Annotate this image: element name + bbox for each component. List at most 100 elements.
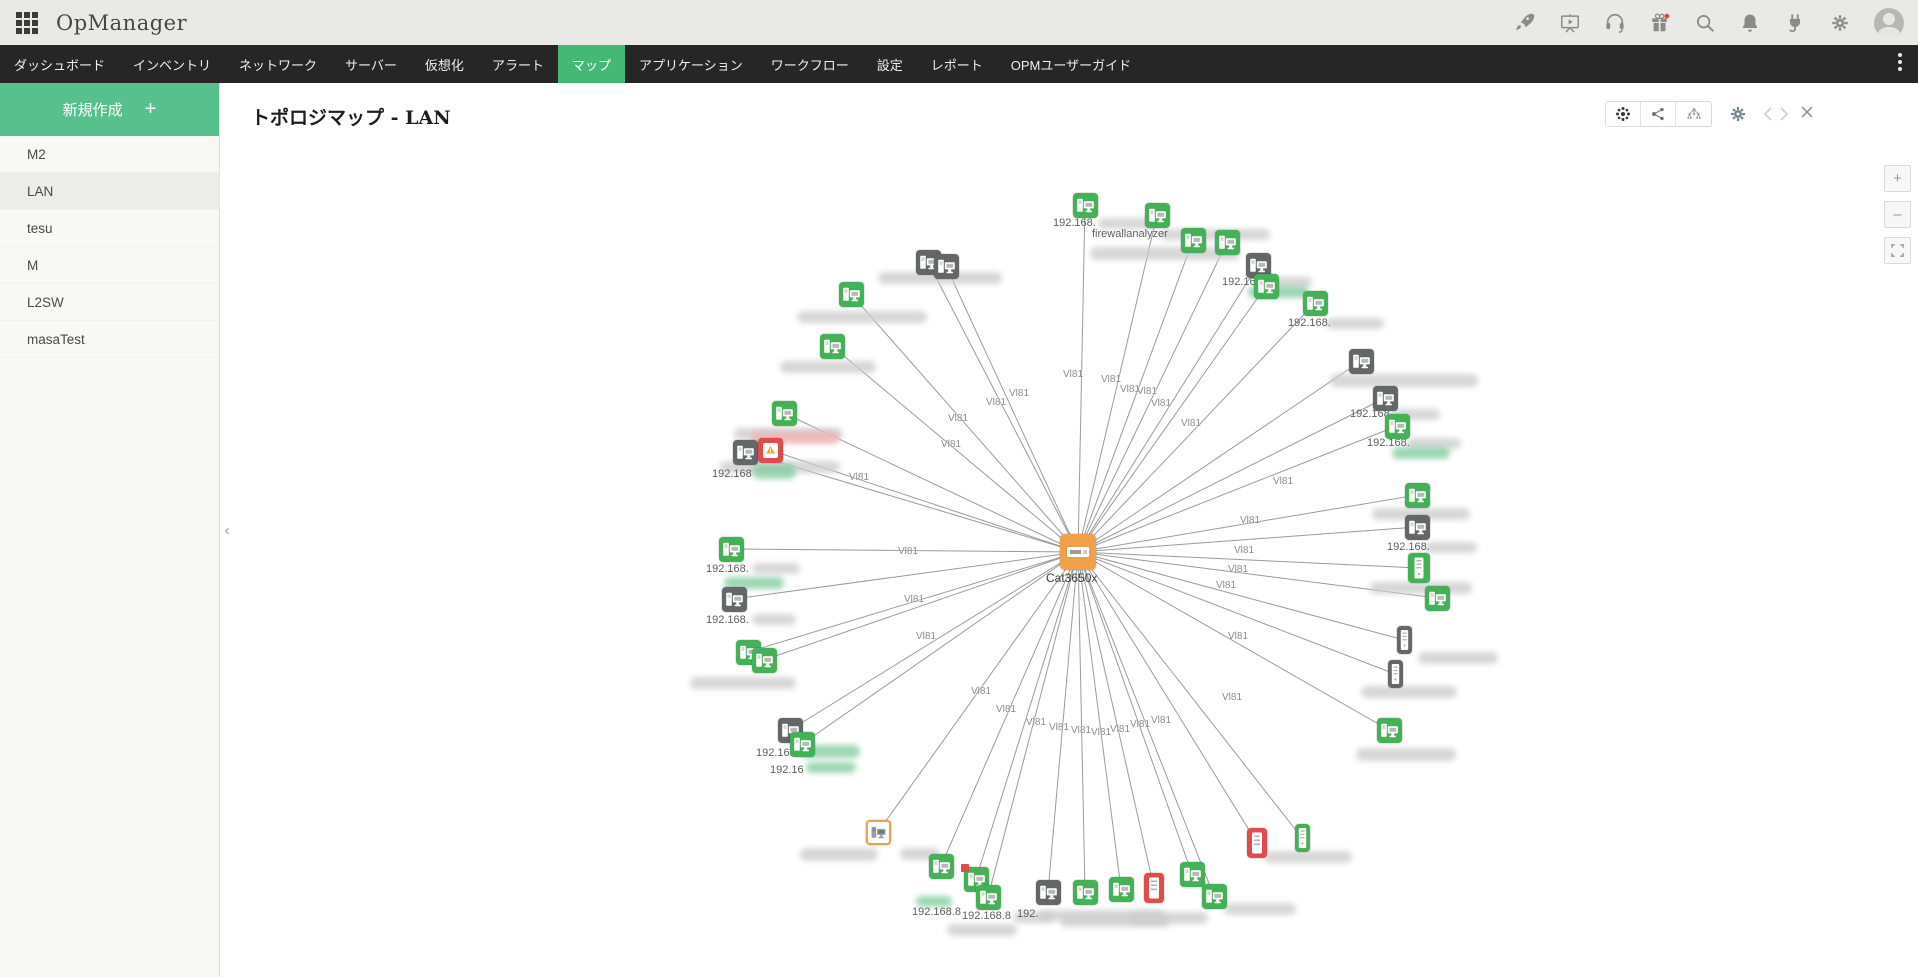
nav-tab-アラート[interactable]: アラート (491, 57, 544, 73)
device-node[interactable] (1408, 553, 1430, 583)
device-node[interactable] (1247, 828, 1267, 858)
device-node[interactable] (1179, 861, 1205, 887)
app-launcher-icon[interactable] (16, 11, 38, 34)
sidebar-map-item-L2SW[interactable]: L2SW (0, 284, 219, 321)
device-node[interactable] (1245, 252, 1271, 278)
sidebar-map-item-M[interactable]: M (0, 247, 219, 284)
sidebar-map-item-masaTest[interactable]: masaTest (0, 321, 219, 358)
device-node[interactable] (1180, 227, 1206, 253)
nav-tab-レポート[interactable]: レポート (930, 57, 983, 73)
device-node[interactable] (838, 281, 864, 307)
fit-screen-button[interactable] (1884, 237, 1911, 264)
device-node[interactable] (1108, 876, 1134, 902)
device-node[interactable] (1404, 482, 1430, 508)
bell-icon[interactable] (1739, 12, 1761, 34)
link-label: Vl81 (1228, 564, 1249, 575)
redacted-label (724, 577, 784, 589)
sidebar-map-item-tesu[interactable]: tesu (0, 210, 219, 247)
device-node[interactable] (1372, 385, 1398, 411)
link-label: Vl81 (1049, 722, 1070, 733)
redacted-label (916, 896, 952, 907)
nav-tab-ダッシュボード[interactable]: ダッシュボード (14, 57, 106, 73)
device-node[interactable] (1404, 514, 1430, 540)
device-node[interactable] (1072, 879, 1098, 905)
device-node[interactable] (721, 586, 747, 612)
device-node[interactable] (1424, 585, 1450, 611)
nav-tab-ネットワーク[interactable]: ネットワーク (239, 57, 318, 73)
device-node[interactable] (757, 437, 783, 463)
headset-icon[interactable] (1604, 12, 1626, 34)
close-map-icon[interactable] (1800, 105, 1814, 124)
link-label: Vl81 (986, 397, 1007, 408)
nav-tab-OPMユーザーガイド[interactable]: OPMユーザーガイド (1010, 57, 1132, 73)
link-label: Vl81 (941, 439, 962, 450)
redacted-label (1361, 686, 1457, 698)
nav-tab-設定[interactable]: 設定 (876, 57, 903, 73)
sidebar-map-item-LAN[interactable]: LAN (0, 173, 219, 210)
redacted-label (1370, 582, 1472, 594)
zoom-out-button[interactable]: – (1884, 201, 1911, 228)
sidebar-map-item-M2[interactable]: M2 (0, 136, 219, 173)
device-node[interactable] (771, 400, 797, 426)
nav-tab-サーバー[interactable]: サーバー (345, 57, 397, 73)
create-map-label: 新規作成 (62, 102, 123, 119)
gift-icon[interactable] (1649, 12, 1671, 34)
central-switch-node[interactable] (1060, 534, 1096, 570)
nav-tab-インベントリ[interactable]: インベントリ (133, 57, 212, 73)
create-map-button[interactable]: 新規作成 + (0, 83, 219, 136)
presentation-icon[interactable] (1559, 12, 1581, 34)
device-node[interactable] (1396, 626, 1412, 654)
device-node[interactable] (1214, 229, 1240, 255)
nav-tab-マップ[interactable]: マップ (557, 45, 625, 83)
device-node[interactable] (1348, 348, 1374, 374)
hierarchical-layout-icon[interactable] (1676, 102, 1711, 126)
map-settings-gear-icon[interactable] (1728, 104, 1748, 124)
link-label: Vl81 (849, 472, 870, 483)
force-directed-layout-icon[interactable] (1641, 102, 1676, 126)
device-node[interactable] (1376, 717, 1402, 743)
device-node[interactable] (1302, 290, 1328, 316)
search-icon[interactable] (1694, 12, 1716, 34)
device-node[interactable] (1072, 192, 1098, 218)
device-ip-label: 192. (1017, 908, 1039, 920)
plug-icon[interactable] (1784, 12, 1806, 34)
redacted-label (1372, 508, 1470, 520)
nav-tab-ワークフロー[interactable]: ワークフロー (770, 57, 849, 73)
user-avatar[interactable] (1874, 7, 1904, 38)
device-node[interactable] (718, 536, 744, 562)
zoom-in-button[interactable]: + (1884, 165, 1911, 192)
device-ip-label: 192.168.8 (962, 910, 1011, 922)
redacted-label (806, 762, 856, 773)
device-node[interactable] (1201, 883, 1227, 909)
redacted-label (752, 464, 796, 479)
device-node[interactable] (1253, 273, 1279, 299)
rocket-icon[interactable] (1514, 12, 1536, 34)
gear-icon[interactable] (1829, 12, 1851, 34)
chevron-left-icon[interactable] (1762, 106, 1774, 122)
device-node[interactable] (1144, 202, 1170, 228)
sidebar-collapse-icon[interactable]: ‹ (224, 521, 230, 539)
redacted-label (1390, 409, 1440, 420)
device-node[interactable] (1144, 873, 1164, 903)
device-node[interactable] (1294, 824, 1310, 852)
device-node[interactable] (933, 253, 959, 279)
device-node[interactable] (819, 333, 845, 359)
nav-tab-仮想化[interactable]: 仮想化 (424, 57, 464, 73)
device-node[interactable] (751, 647, 777, 673)
device-node[interactable] (865, 819, 891, 845)
nav-tab-アプリケーション[interactable]: アプリケーション (638, 57, 743, 73)
device-ip-label: 192.168. (1367, 437, 1410, 449)
device-node[interactable] (928, 853, 954, 879)
device-node[interactable] (975, 884, 1001, 910)
device-node[interactable] (789, 731, 815, 757)
link-label: Vl81 (1101, 374, 1122, 385)
zoom-controls: + – (1884, 165, 1911, 264)
device-node[interactable] (1387, 660, 1403, 688)
chevron-right-icon[interactable] (1778, 106, 1790, 122)
device-node[interactable] (732, 439, 758, 465)
device-node[interactable] (1035, 879, 1061, 905)
radial-layout-icon[interactable] (1606, 102, 1641, 126)
nav-overflow-icon[interactable] (1898, 53, 1902, 71)
device-node[interactable] (1384, 413, 1410, 439)
